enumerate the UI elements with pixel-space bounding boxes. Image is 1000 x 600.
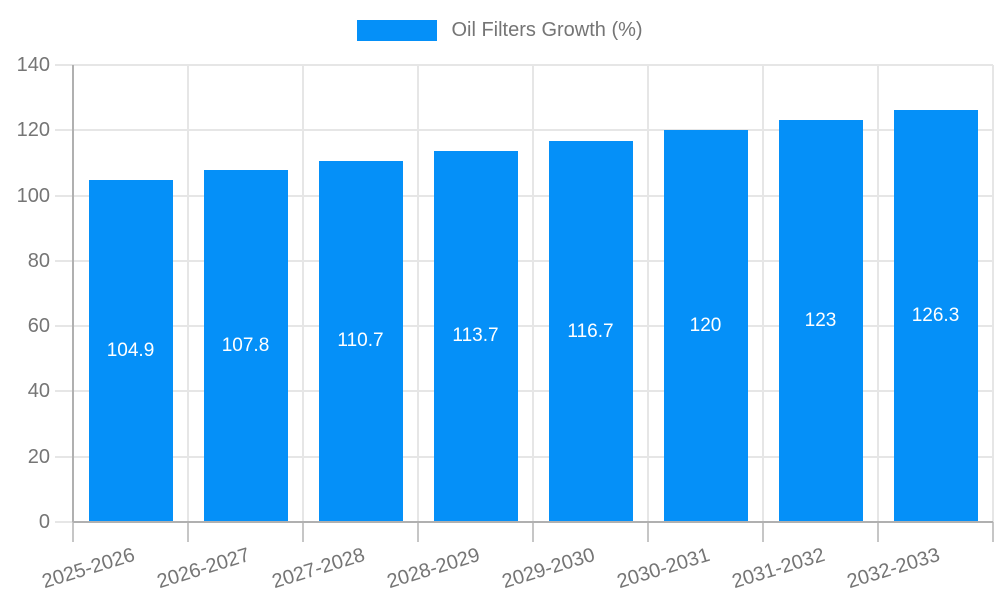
gridline-x xyxy=(647,65,649,522)
bar[interactable]: 123 xyxy=(778,120,863,522)
gridline-y xyxy=(55,390,993,393)
y-axis-tick-label: 80 xyxy=(27,249,50,272)
y-axis-tick-label: 120 xyxy=(16,119,50,142)
y-axis-tick-label: 40 xyxy=(27,380,50,403)
bar[interactable]: 116.7 xyxy=(548,141,633,522)
x-axis-tick xyxy=(532,522,534,542)
legend-swatch xyxy=(357,20,438,41)
x-axis-tick xyxy=(417,522,419,542)
bar[interactable]: 107.8 xyxy=(203,170,288,522)
bar[interactable]: 104.9 xyxy=(88,179,173,522)
x-axis-tick xyxy=(187,522,189,542)
x-axis-tick xyxy=(647,522,649,542)
gridline-y xyxy=(55,455,993,458)
gridline-x xyxy=(992,65,994,522)
bar-value-label: 120 xyxy=(689,315,722,337)
gridline-x xyxy=(877,65,879,522)
y-axis-tick-label: 140 xyxy=(16,54,50,76)
gridline-y xyxy=(55,64,993,66)
bar-value-label: 113.7 xyxy=(452,325,499,347)
x-axis-line xyxy=(73,521,993,523)
x-axis-tick xyxy=(302,522,304,542)
gridline-x xyxy=(762,65,764,522)
gridline-x xyxy=(532,65,534,522)
y-axis-tick-label: 20 xyxy=(27,445,50,468)
y-axis-line xyxy=(72,65,74,522)
bar[interactable]: 126.3 xyxy=(893,109,978,522)
bar-value-label: 123 xyxy=(804,310,837,332)
bar[interactable]: 113.7 xyxy=(433,150,518,522)
x-axis-tick xyxy=(72,522,74,542)
bar-value-label: 104.9 xyxy=(106,339,155,361)
y-axis-tick-label: 60 xyxy=(27,315,50,338)
gridline-y xyxy=(55,325,993,328)
x-axis-tick xyxy=(992,522,994,542)
bar[interactable]: 110.7 xyxy=(318,160,403,522)
gridline-x xyxy=(302,65,304,522)
gridline-y xyxy=(55,194,993,197)
x-axis-tick xyxy=(762,522,764,542)
bar-value-label: 116.7 xyxy=(567,320,614,342)
gridline-x xyxy=(417,65,419,522)
x-axis-tick xyxy=(877,522,879,542)
y-axis-tick-label: 100 xyxy=(16,184,50,207)
legend-label: Oil Filters Growth (%) xyxy=(451,19,643,41)
gridline-x xyxy=(187,65,189,522)
bar-value-label: 107.8 xyxy=(221,335,270,357)
gridline-y xyxy=(55,259,993,262)
bar[interactable]: 120 xyxy=(663,130,748,522)
y-axis-tick-label: 0 xyxy=(38,511,50,533)
legend: Oil Filters Growth (%) xyxy=(0,19,1000,42)
gridline-y xyxy=(55,129,993,132)
bar-value-label: 110.7 xyxy=(337,330,384,352)
bar-value-label: 126.3 xyxy=(911,304,960,326)
